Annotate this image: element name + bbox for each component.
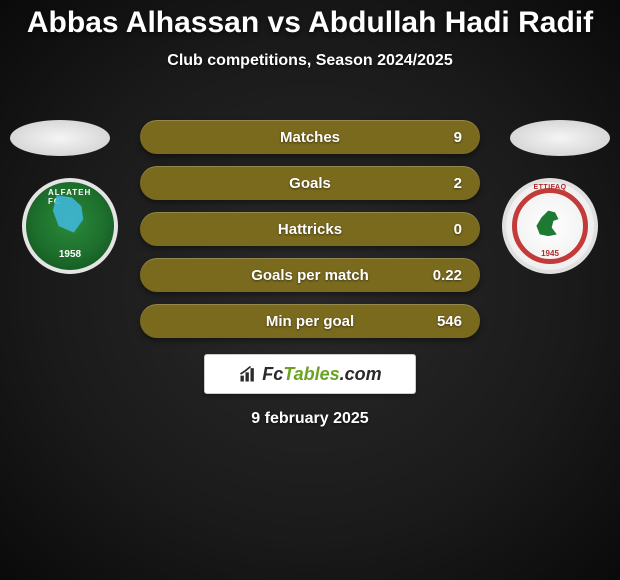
stat-row: Matches 9: [140, 120, 480, 154]
stat-value-right: 546: [437, 313, 462, 330]
brand-com: .com: [340, 364, 382, 384]
stat-row: Goals per match 0.22: [140, 258, 480, 292]
club-badge-left: ALFATEH FC 1958: [22, 178, 118, 274]
stat-label: Matches: [280, 129, 340, 146]
stat-value-right: 2: [454, 175, 462, 192]
brand-tables: Tables: [283, 364, 339, 384]
brand-box: FcTables.com: [204, 354, 416, 394]
stat-value-right: 0: [454, 221, 462, 238]
club-badge-right-year: 1945: [541, 249, 559, 258]
stat-value-right: 9: [454, 129, 462, 146]
club-badge-left-year: 1958: [59, 249, 81, 260]
stat-row: Goals 2: [140, 166, 480, 200]
stat-label: Goals: [289, 175, 331, 192]
club-badge-right: ETTIFAQ 1945: [502, 178, 598, 274]
player-avatar-right: [510, 120, 610, 156]
stat-row: Hattricks 0: [140, 212, 480, 246]
club-badge-left-text: ALFATEH FC: [48, 188, 92, 206]
page-title: Abbas Alhassan vs Abdullah Hadi Radif: [0, 0, 620, 40]
stat-row: Min per goal 546: [140, 304, 480, 338]
stat-rows: Matches 9 Goals 2 Hattricks 0 Goals per match 0…: [140, 120, 480, 350]
brand-fc: Fc: [262, 364, 283, 384]
stat-value-right: 0.22: [433, 267, 462, 284]
chart-icon: [238, 364, 258, 384]
stat-label: Goals per match: [251, 267, 369, 284]
stat-label: Hattricks: [278, 221, 342, 238]
stat-label: Min per goal: [266, 313, 354, 330]
club-badge-right-text: ETTIFAQ: [533, 184, 566, 191]
player-avatar-left: [10, 120, 110, 156]
subtitle: Club competitions, Season 2024/2025: [0, 52, 620, 70]
brand-text: FcTables.com: [262, 364, 381, 385]
footer-date: 9 february 2025: [0, 410, 620, 428]
